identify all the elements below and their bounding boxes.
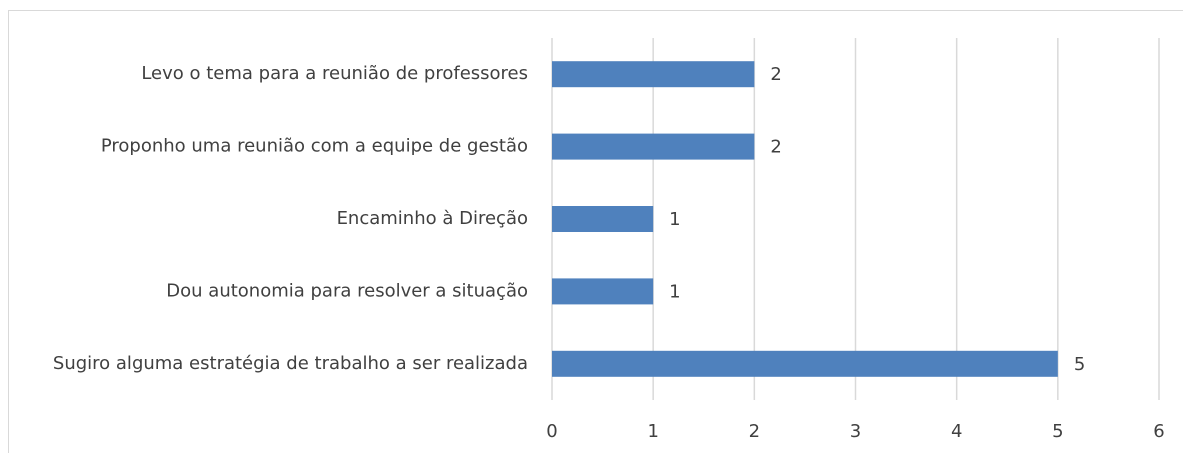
y-tick-label: Encaminho à Direção [337,208,528,229]
chart-border [8,10,1183,453]
x-tick-label: 4 [951,421,962,442]
data-label: 1 [669,281,680,302]
x-tick-label: 2 [749,421,760,442]
x-tick-label: 3 [850,421,861,442]
bar [552,278,654,305]
bar [552,61,755,88]
data-label: 2 [770,64,781,85]
data-label: 2 [770,137,781,158]
x-tick-label: 6 [1153,421,1164,442]
x-tick-label: 0 [546,421,557,442]
y-tick-label: Sugiro alguma estratégia de trabalho a s… [53,353,528,374]
x-tick-label: 1 [647,421,658,442]
y-tick-label: Dou autonomia para resolver a situação [166,280,528,301]
bar [552,350,1058,377]
bar [552,206,654,232]
bar [552,133,755,160]
x-tick-label: 5 [1052,421,1063,442]
y-tick-label: Proponho uma reunião com a equipe de ges… [101,136,528,157]
y-tick-label: Levo o tema para a reunião de professore… [141,63,528,84]
data-label: 1 [669,209,680,230]
data-label: 5 [1074,354,1085,375]
